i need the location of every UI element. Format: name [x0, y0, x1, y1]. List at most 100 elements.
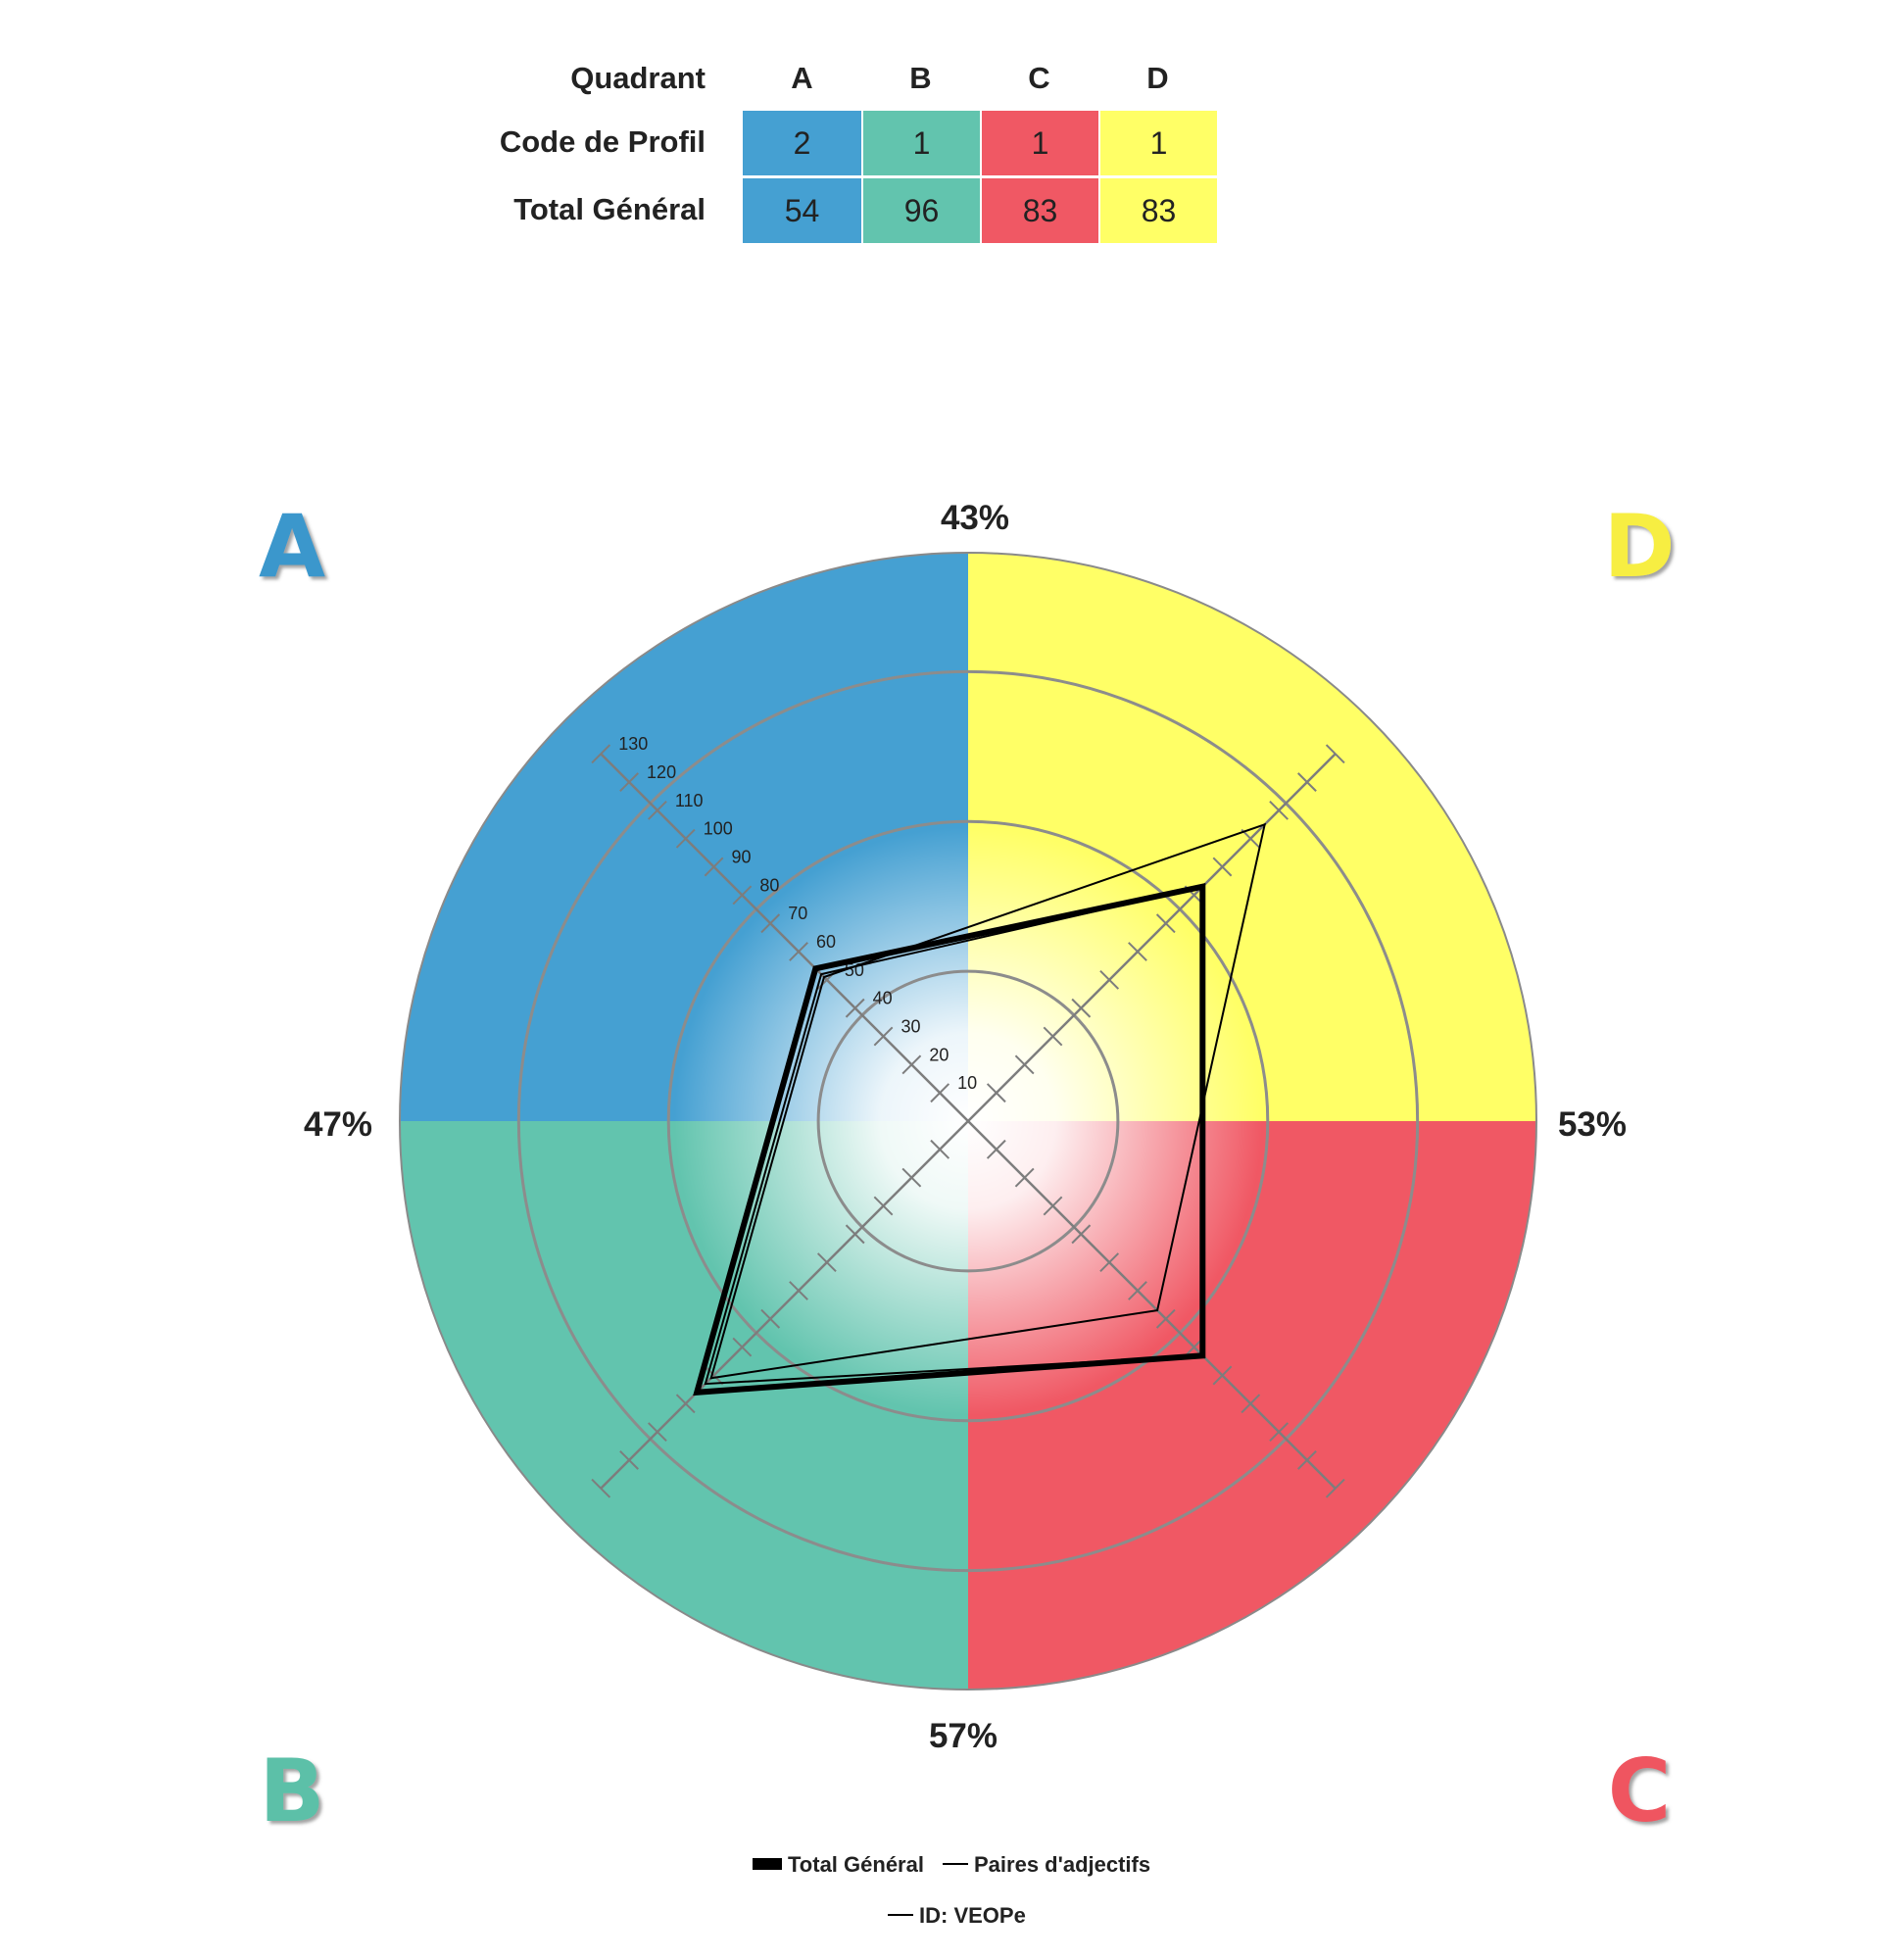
tick-label: 30 — [901, 1017, 921, 1037]
percent-label-right: 53% — [1558, 1105, 1627, 1144]
axis-tick — [760, 1308, 781, 1329]
column-header-c: C — [1028, 61, 1050, 95]
axis-tick — [675, 828, 696, 849]
axis-tick — [732, 885, 753, 906]
tick-label: 130 — [618, 734, 648, 754]
axis-tick — [901, 1054, 922, 1075]
axis-tick — [1212, 1365, 1233, 1386]
axis-tick — [1128, 942, 1147, 961]
axis-tick — [845, 998, 865, 1018]
axis-tick — [1325, 1478, 1345, 1498]
axis-tick — [873, 1026, 894, 1047]
axis-tick — [1155, 913, 1176, 934]
tick-label: 40 — [873, 989, 893, 1008]
series-polygon-2 — [704, 885, 1204, 1386]
total-cell-d: 83 — [1098, 175, 1217, 243]
quadrant-row: Quadrant A B C D — [431, 49, 1217, 108]
axis-tick — [647, 1422, 667, 1443]
total-cell-a: 54 — [743, 175, 861, 243]
quadrant-letter-d: D — [1603, 496, 1675, 597]
quadrant-row-label: Quadrant — [570, 61, 706, 95]
axis-tick — [1297, 772, 1317, 792]
axis-tick — [1014, 1167, 1035, 1188]
axis-tick — [1212, 857, 1233, 877]
quadrant-letter-b: B — [259, 1740, 324, 1841]
axis-line-b — [600, 1120, 969, 1490]
profile-table: Quadrant A B C D Code de Profil 2 1 1 1 … — [431, 49, 1217, 243]
axis-line-d — [967, 753, 1337, 1122]
percent-label-left: 47% — [304, 1105, 372, 1144]
axis-tick — [1071, 1224, 1092, 1245]
legend-label-id: ID: VEOPe — [919, 1903, 1026, 1928]
axis-tick — [1269, 800, 1290, 820]
legend: Total Général Paires d'adjectifs ID: VEO… — [753, 1852, 1150, 1928]
axis-tick — [591, 744, 611, 764]
code-row-label: Code de Profil — [499, 123, 706, 159]
total-row: Total Général 54 96 83 83 — [431, 175, 1217, 243]
axis-tick — [1071, 998, 1092, 1018]
axis-tick — [704, 1365, 724, 1386]
axis-tick — [760, 913, 781, 934]
tick-label: 60 — [816, 932, 836, 952]
axis-tick — [845, 1224, 865, 1245]
column-header-b: B — [909, 61, 932, 95]
code-cell-b: 1 — [861, 108, 980, 175]
axis-tick — [1043, 1196, 1063, 1216]
total-cell-c: 83 — [980, 175, 1098, 243]
axis-tick — [930, 1083, 950, 1103]
axis-line-a — [600, 753, 969, 1122]
axis-tick — [619, 772, 639, 792]
axis-tick — [1269, 1422, 1290, 1443]
axis-tick — [789, 1281, 808, 1300]
axis-tick — [704, 857, 724, 877]
percent-label-bottom: 57% — [929, 1717, 998, 1755]
axis-tick — [1325, 744, 1345, 764]
axis-tick — [619, 1450, 639, 1470]
axis-tick — [1155, 1308, 1176, 1329]
axis-tick — [591, 1478, 611, 1498]
axis-tick — [873, 1196, 894, 1216]
tick-label: 20 — [929, 1045, 949, 1064]
tick-label: 80 — [759, 875, 779, 895]
tick-label: 110 — [675, 791, 704, 810]
axis-tick — [1099, 969, 1120, 990]
code-row: Code de Profil 2 1 1 1 — [431, 108, 1217, 175]
percent-label-top: 43% — [941, 499, 1009, 537]
radial-axes — [591, 744, 1345, 1498]
axis-tick — [675, 1394, 696, 1414]
total-cell-b: 96 — [861, 175, 980, 243]
tick-label: 10 — [957, 1073, 977, 1093]
quadrant-letter-c: C — [1608, 1740, 1672, 1841]
tick-label: 90 — [732, 848, 752, 867]
column-header-d: D — [1146, 61, 1169, 95]
column-header-a: A — [791, 61, 813, 95]
axis-tick — [1014, 1054, 1035, 1075]
legend-label-paires: Paires d'adjectifs — [974, 1852, 1150, 1877]
grid-rings — [516, 669, 1420, 1573]
code-cell-c: 1 — [980, 108, 1098, 175]
axis-tick — [647, 800, 667, 820]
legend-label-total: Total Général — [788, 1852, 924, 1877]
axis-tick — [1043, 1026, 1063, 1047]
series-polygon-1 — [709, 822, 1267, 1380]
legend-swatch-total — [753, 1858, 782, 1870]
axis-tick — [986, 1083, 1006, 1103]
code-cell-a: 2 — [743, 108, 861, 175]
axis-tick — [1241, 828, 1261, 849]
axis-tick — [1128, 1281, 1147, 1300]
axis-tick — [930, 1139, 950, 1159]
axis-tick — [1099, 1252, 1120, 1273]
total-row-label: Total Général — [513, 191, 706, 226]
axis-line-c — [967, 1120, 1337, 1490]
axis-tick — [986, 1139, 1006, 1159]
outer-circle — [399, 552, 1537, 1690]
code-cell-d: 1 — [1098, 108, 1217, 175]
series-layer — [693, 822, 1267, 1396]
tick-label: 70 — [788, 904, 807, 923]
axis-tick — [1241, 1394, 1261, 1414]
grid-ring — [666, 819, 1270, 1423]
axis-tick — [1297, 1450, 1317, 1470]
grid-ring — [816, 969, 1120, 1273]
